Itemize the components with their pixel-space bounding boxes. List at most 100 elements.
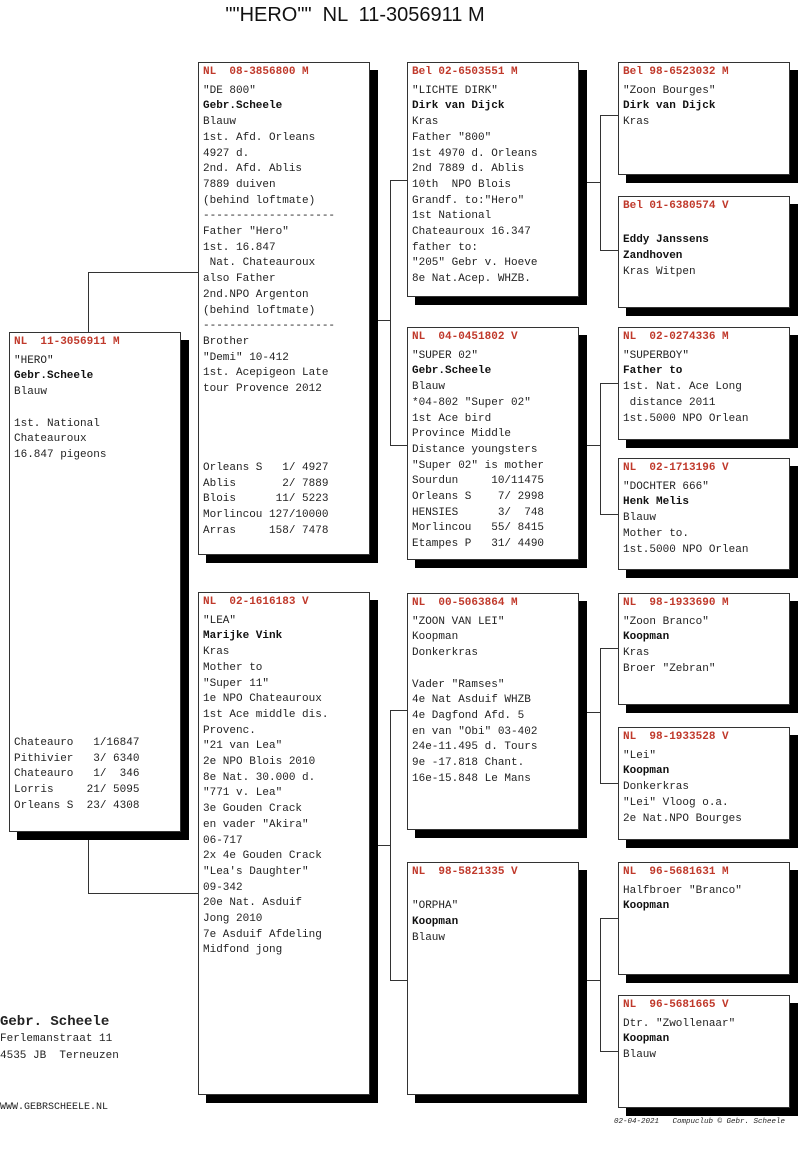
- ring-number: NL 96-5681631 M: [623, 866, 729, 878]
- info-line: "SUPER 02": [412, 349, 479, 362]
- info-line: Father "Hero": [203, 226, 289, 239]
- website-link[interactable]: WWW.GEBRSCHEELE.NL: [0, 1102, 109, 1113]
- connector-line: [600, 115, 601, 250]
- page-title: ""HERO"" NL 11-3056911 M: [225, 4, 485, 26]
- info-line: "HERO": [14, 354, 54, 367]
- info-line: Gebr.Scheele: [412, 365, 492, 378]
- info-line: Sourdun 10/11475: [412, 475, 545, 488]
- connector-line: [600, 648, 618, 649]
- breeder-city: 4535 JB Terneuzen: [0, 1050, 119, 1062]
- breeder-street: Ferlemanstraat 11: [0, 1033, 113, 1045]
- info-line: --------------------: [203, 210, 336, 223]
- info-line: 1st.5000 NPO Orlean: [623, 543, 749, 556]
- ring-number: NL 98-1933690 M: [623, 597, 729, 609]
- info-line: Blauw: [623, 512, 657, 525]
- info-line: Nat. Chateauroux: [203, 257, 316, 270]
- info-line: "DE 800": [203, 84, 256, 97]
- ring-number: NL 98-5821335 V: [412, 866, 518, 878]
- info-line: Koopman: [623, 765, 670, 778]
- info-line: Kras: [623, 116, 650, 129]
- info-line: Etampes P 31/ 4490: [412, 538, 545, 551]
- info-line: 4e Dagfond Afd. 5: [412, 709, 525, 722]
- info-line: Father "800": [412, 131, 492, 144]
- info-line: [412, 662, 574, 678]
- info-line: Vader "Ramses": [412, 678, 505, 691]
- pedigree-card-subject: NL 11-3056911 M "HERO" Gebr.Scheele Blauw 1s…: [9, 332, 181, 832]
- info-line: Gebr.Scheele: [203, 100, 283, 113]
- connector-line: [600, 1051, 618, 1052]
- info-line: [14, 401, 176, 417]
- info-line: Distance youngsters: [412, 443, 538, 456]
- info-line: 1st. Acepigeon Late: [203, 367, 329, 380]
- info-line: Orleans S 7/ 2998: [412, 491, 545, 504]
- info-line: 2nd.NPO Argenton: [203, 288, 309, 301]
- pedigree-card-dam: NL 02-1616183 V "LEA" Marijke Vink Kras Moth…: [198, 592, 370, 1095]
- info-line: father to:: [412, 241, 479, 254]
- info-line: Mother to.: [623, 527, 690, 540]
- info-line: 1st 4970 d. Orleans: [412, 147, 538, 160]
- info-line: 09-342: [203, 881, 243, 894]
- ring-number: NL 11-3056911 M: [14, 336, 120, 348]
- ring-number: NL 98-1933528 V: [623, 731, 729, 743]
- info-line: Broer "Zebran": [623, 662, 716, 675]
- connector-line: [586, 980, 600, 981]
- connector-line: [390, 180, 407, 181]
- pedigree-card-sss: Bel 98-6523032 M "Zoon Bourges" Dirk van D…: [618, 62, 790, 175]
- ring-number: NL 02-0274336 M: [623, 331, 729, 343]
- connector-line: [390, 445, 407, 446]
- result-line: Lorris 21/ 5095: [14, 784, 140, 797]
- info-line: Grandf. to:"Hero": [412, 194, 525, 207]
- info-line: 9e -17.818 Chant.: [412, 757, 525, 770]
- info-line: 7e Asduif Afdeling: [203, 928, 322, 941]
- result-line: Orleans S 23/ 4308: [14, 799, 140, 812]
- info-line: "LICHTE DIRK": [412, 84, 498, 97]
- info-line: Zandhoven: [623, 250, 683, 263]
- connector-line: [390, 710, 407, 711]
- pedigree-card-sdd: NL 02-1713196 V "DOCHTER 666" Henk Melis Bl…: [618, 458, 790, 570]
- pedigree-card-ddd: NL 96-5681665 V Dtr. "Zwollenaar" Koopman B…: [618, 995, 790, 1108]
- connector-line: [586, 182, 600, 183]
- ring-number: NL 96-5681665 V: [623, 999, 729, 1011]
- ring-number: NL 04-0451802 V: [412, 331, 518, 343]
- info-line: HENSIES 3/ 748: [412, 506, 545, 519]
- info-line: Kras: [623, 647, 650, 660]
- info-line: --------------------: [203, 320, 336, 333]
- info-line: "SUPERBOY": [623, 349, 690, 362]
- pedigree-card-dd: NL 98-5821335 V "ORPHA" Koopman Blauw: [407, 862, 579, 1095]
- info-line: "Zoon Bourges": [623, 84, 716, 97]
- info-line: Gebr.Scheele: [14, 370, 94, 383]
- info-line: 1st. Nat. Ace Long: [623, 381, 742, 394]
- info-line: 24e-11.495 d. Tours: [412, 741, 538, 754]
- info-line: Province Middle: [412, 428, 512, 441]
- info-line: Dirk van Dijck: [412, 100, 505, 113]
- info-line: Marijke Vink: [203, 630, 283, 643]
- info-line: 1st. National: [14, 417, 100, 430]
- connector-line: [88, 893, 198, 894]
- pedigree-card-ssd: Bel 01-6380574 V Eddy Janssens Zandhoven Kr…: [618, 196, 790, 308]
- connector-line: [600, 115, 618, 116]
- info-line: Eddy Janssens: [623, 234, 709, 247]
- info-line: Blauw: [623, 1049, 657, 1062]
- info-line: Halfbroer "Branco": [623, 884, 742, 897]
- pedigree-card-sds: NL 02-0274336 M "SUPERBOY" Father to 1st. N…: [618, 327, 790, 440]
- info-line: en vader "Akira": [203, 818, 309, 831]
- info-line: Kras Witpen: [623, 265, 696, 278]
- info-line: 1st Ace middle dis.: [203, 708, 329, 721]
- race-results: Orleans S 1/ 4927 Ablis 2/ 7889 Blois 11/ …: [203, 461, 328, 540]
- info-line: 4927 d.: [203, 147, 250, 160]
- connector-line: [600, 514, 618, 515]
- connector-line: [390, 980, 407, 981]
- pedigree-card-sd: NL 04-0451802 V "SUPER 02" Gebr.Scheele Bla…: [407, 327, 579, 560]
- info-line: distance 2011: [623, 396, 716, 409]
- ring-number: NL 08-3856800 M: [203, 66, 309, 78]
- info-line: "Super 11": [203, 677, 270, 690]
- info-line: Blauw: [412, 931, 446, 944]
- pedigree-card-dss: NL 98-1933690 M "Zoon Branco" Koopman Kras B…: [618, 593, 790, 705]
- result-line: Ablis 2/ 7889: [203, 477, 329, 490]
- info-line: Jong 2010: [203, 913, 263, 926]
- info-line: "DOCHTER 666": [623, 480, 709, 493]
- info-line: 1st. 16.847: [203, 241, 276, 254]
- info-line: Chateauroux 16.347: [412, 226, 531, 239]
- connector-line: [600, 918, 618, 919]
- info-line: Kras: [203, 646, 230, 659]
